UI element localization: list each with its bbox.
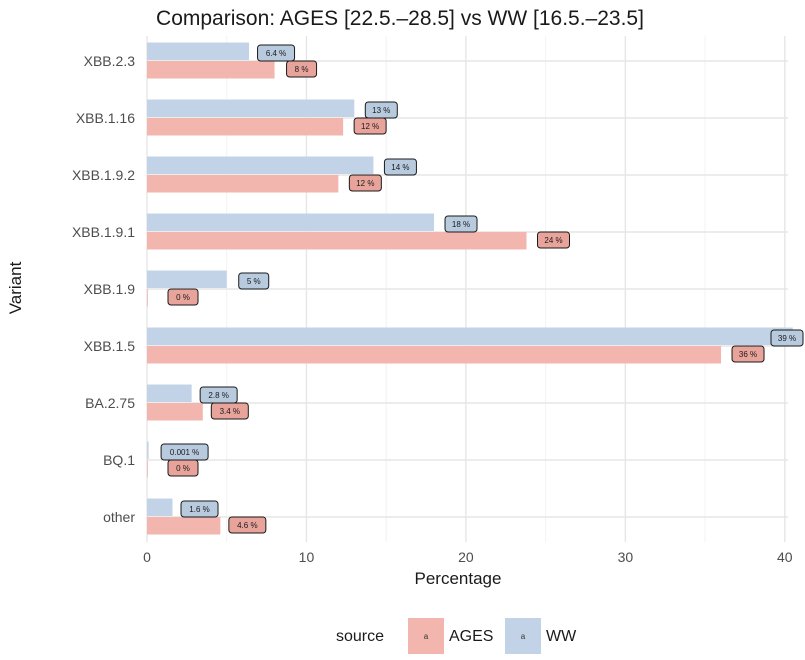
data-label-ages: 24 % (536, 231, 570, 249)
data-label-ww: 18 % (444, 215, 478, 233)
data-label-ww-box (444, 215, 478, 233)
legend-key-ages (408, 618, 444, 654)
y-tick-label: XBB.1.5 (84, 338, 136, 354)
data-label-ww-text: 39 % (778, 334, 796, 343)
data-label-ages-text: 12 % (356, 179, 374, 188)
data-label-ages: 0 % (167, 459, 199, 477)
bar-ww (147, 441, 149, 459)
bar-ww (147, 270, 227, 288)
data-label-ww-box (770, 329, 804, 347)
x-tick-label: 0 (143, 549, 151, 565)
bar-ages (147, 289, 148, 307)
bar-ages (147, 175, 339, 193)
y-tick-label: XBB.1.9 (84, 281, 136, 297)
data-label-ages: 36 % (731, 345, 765, 363)
x-tick-label: 10 (299, 549, 315, 565)
bar-ages (147, 403, 203, 421)
data-label-ages: 4.6 % (228, 516, 267, 534)
axes: 0 10 20 30 40 XBB.2.3 XBB.1.16 XBB.1.9.2 XBB.1.9… (72, 53, 793, 565)
data-label-ages-text: 0 % (176, 293, 190, 302)
data-label-ww-text: 0.001 % (170, 448, 199, 457)
data-label-ww: 5 % (238, 272, 270, 290)
x-tick-label: 40 (777, 549, 793, 565)
legend-title: source (336, 628, 384, 645)
data-label-ww-text: 18 % (452, 220, 470, 229)
data-label-ages: 12 % (348, 174, 382, 192)
bar-ages (147, 118, 344, 136)
data-label-ww-text: 1.6 % (189, 505, 209, 514)
data-label-ww: 14 % (383, 158, 417, 176)
legend: source a AGES a WW (336, 618, 577, 654)
y-tick-label: XBB.2.3 (84, 53, 136, 69)
data-label-ages-text: 0 % (176, 464, 190, 473)
data-label-ww-text: 5 % (247, 277, 261, 286)
data-label-ages: 0 % (167, 288, 199, 306)
bars (147, 42, 793, 535)
bar-ww (147, 99, 355, 117)
bar-ww (147, 384, 192, 402)
bar-ages (147, 517, 221, 535)
data-labels: 6.4 % 8 % 13 % 12 % 14 % 12 % 18 % 24 % 5 % 0 % 39… (160, 44, 804, 534)
bar-ww (147, 327, 793, 345)
legend-key-glyph: a (424, 632, 429, 641)
bar-ww (147, 156, 374, 174)
data-label-ww-text: 6.4 % (266, 49, 286, 58)
bar-ages (147, 346, 722, 364)
data-label-ages-box (210, 402, 249, 420)
data-label-ages-box (228, 516, 267, 534)
data-label-ages-box (731, 345, 765, 363)
data-label-ww-box (238, 272, 270, 290)
bar-ww (147, 42, 250, 60)
data-label-ages-box (286, 60, 318, 78)
data-label-ages-box (167, 288, 199, 306)
data-label-ages-box (536, 231, 570, 249)
chart-title: Comparison: AGES [22.5.–28.5] vs WW [16.… (156, 7, 644, 30)
legend-label-ages: AGES (449, 628, 493, 645)
data-label-ww: 6.4 % (257, 44, 296, 62)
legend-label-ww: WW (546, 628, 577, 645)
data-label-ages-box (348, 174, 382, 192)
data-label-ages-text: 36 % (739, 350, 757, 359)
y-tick-label: BQ.1 (103, 452, 135, 468)
data-label-ages-box (353, 117, 387, 135)
y-tick-label: XBB.1.9.1 (72, 224, 135, 240)
y-axis-title: Variant (6, 261, 25, 314)
data-label-ages: 8 % (286, 60, 318, 78)
bar-ww (147, 498, 173, 516)
data-label-ww-text: 13 % (372, 106, 390, 115)
data-label-ages: 12 % (353, 117, 387, 135)
data-label-ages: 3.4 % (210, 402, 249, 420)
data-label-ages-text: 3.4 % (220, 407, 240, 416)
data-label-ww: 39 % (770, 329, 804, 347)
x-axis-title: Percentage (415, 569, 502, 588)
legend-key-glyph: a (521, 632, 526, 641)
bar-ww (147, 213, 435, 231)
y-tick-label: other (103, 509, 135, 525)
data-label-ages-text: 4.6 % (237, 521, 257, 530)
data-label-ww: 1.6 % (180, 500, 219, 518)
data-label-ww: 0.001 % (160, 443, 209, 461)
data-label-ages-box (167, 459, 199, 477)
data-label-ww-box (383, 158, 417, 176)
data-label-ww: 13 % (364, 101, 398, 119)
x-tick-label: 30 (618, 549, 634, 565)
data-label-ww: 2.8 % (199, 386, 238, 404)
data-label-ww-text: 2.8 % (208, 391, 228, 400)
data-label-ages-text: 8 % (295, 65, 309, 74)
data-label-ww-text: 14 % (391, 163, 409, 172)
x-tick-label: 20 (458, 549, 474, 565)
data-label-ages-text: 12 % (361, 122, 379, 131)
y-tick-label: XBB.1.9.2 (72, 167, 135, 183)
data-label-ww-box (180, 500, 219, 518)
y-tick-label: BA.2.75 (85, 395, 135, 411)
legend-key-ww (505, 618, 541, 654)
data-label-ww-box (257, 44, 296, 62)
bar-ages (147, 460, 148, 478)
data-label-ages-text: 24 % (544, 236, 562, 245)
bar-ages (147, 61, 275, 79)
y-tick-label: XBB.1.16 (76, 110, 135, 126)
bar-ages (147, 232, 527, 250)
